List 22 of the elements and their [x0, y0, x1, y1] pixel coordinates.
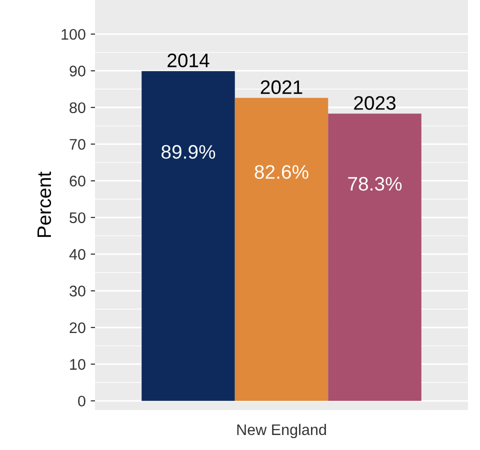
bar — [234, 98, 328, 401]
data-label: 89.9% — [162, 145, 216, 159]
y-tick-label: 30 — [70, 286, 86, 296]
y-tick-label: 90 — [70, 66, 86, 76]
series-label: 2021 — [260, 80, 302, 94]
y-tick-label: 60 — [70, 176, 86, 186]
y-tick-label: 50 — [70, 212, 86, 224]
data-label: 82.6% — [254, 165, 308, 179]
series-label: 2014 — [168, 54, 210, 68]
y-tick-label: 70 — [70, 138, 86, 150]
y-tick-label: 80 — [70, 102, 86, 114]
y-tick-label: 10 — [70, 359, 86, 370]
bar — [142, 71, 235, 401]
y-tick-label: 100 — [62, 28, 86, 40]
data-label: 78.3% — [348, 176, 402, 191]
y-tick-label: 40 — [69, 249, 86, 260]
x-tick-label: New England — [237, 424, 326, 438]
bar — [328, 114, 422, 401]
y-axis-title: Percent — [38, 172, 52, 237]
y-tick-label: 0 — [78, 396, 86, 407]
series-label: 2023 — [354, 96, 396, 110]
y-tick-label: 20 — [70, 322, 86, 334]
